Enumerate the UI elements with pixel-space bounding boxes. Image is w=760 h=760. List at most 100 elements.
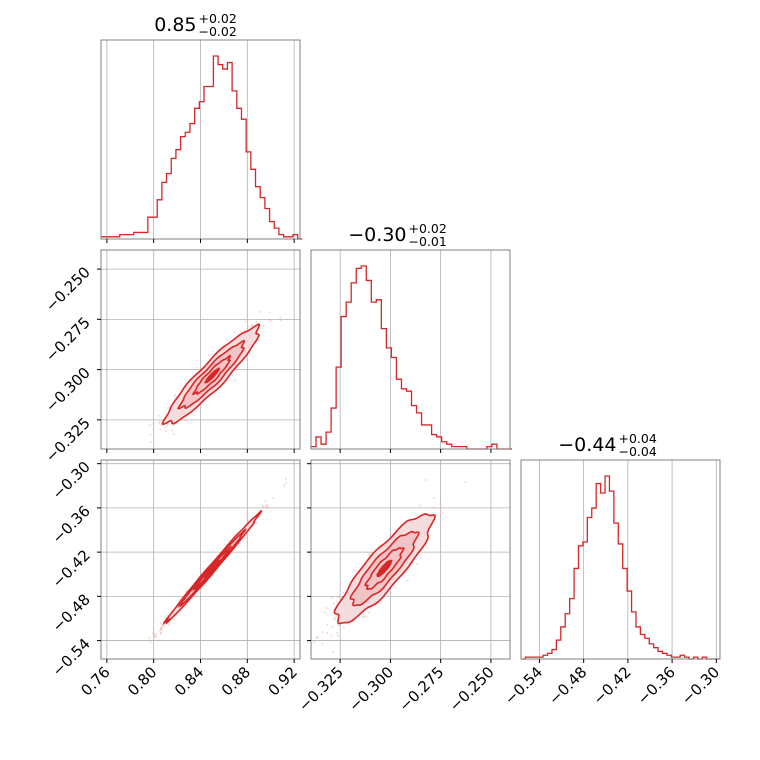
sample-point xyxy=(331,625,334,628)
sample-point xyxy=(335,631,338,635)
y-tick-label: −0.42 xyxy=(49,546,94,591)
sample-point xyxy=(279,319,282,322)
sample-point xyxy=(406,579,409,582)
sample-point xyxy=(265,504,268,507)
sample-point xyxy=(325,606,328,610)
sample-point xyxy=(279,316,282,319)
scatter-content xyxy=(313,478,467,654)
contour-core xyxy=(376,559,393,578)
sample-point xyxy=(157,414,160,417)
histogram-panel-2: −0.44 +0.04−0.04 xyxy=(520,431,721,660)
sample-point xyxy=(332,617,335,620)
sample-point xyxy=(251,324,254,327)
sample-point xyxy=(284,482,287,485)
sample-point xyxy=(244,320,247,323)
sample-point xyxy=(262,506,265,509)
scatter-content xyxy=(148,477,288,644)
y-tick-label: −0.325 xyxy=(42,414,94,466)
x-tick-label: −0.325 xyxy=(295,663,347,715)
sample-point xyxy=(439,507,442,510)
panel-frame xyxy=(310,249,511,450)
sample-point xyxy=(150,440,153,443)
panel-background xyxy=(311,250,510,449)
sample-point xyxy=(362,615,365,618)
sample-point xyxy=(158,629,161,632)
sample-point xyxy=(265,506,268,509)
histogram-title-plus: +0.04 xyxy=(619,431,657,446)
sample-point xyxy=(261,504,264,507)
x-tick-label: 0.84 xyxy=(171,663,207,699)
sample-point xyxy=(262,325,265,328)
sample-point xyxy=(326,623,329,626)
sample-point xyxy=(337,596,340,599)
sample-point xyxy=(159,632,162,635)
sample-point xyxy=(336,600,339,603)
sample-point xyxy=(285,477,288,480)
sample-point xyxy=(208,353,211,356)
sample-point xyxy=(268,318,271,321)
sample-point xyxy=(153,635,156,639)
x-tick-label: −0.48 xyxy=(545,663,590,708)
sample-point xyxy=(153,634,157,638)
sample-point xyxy=(248,325,251,328)
sample-point xyxy=(464,480,467,483)
sample-point xyxy=(251,324,254,327)
sample-point xyxy=(239,330,242,333)
x-tick-label: −0.42 xyxy=(589,663,634,708)
sample-point xyxy=(149,433,152,436)
sample-point xyxy=(172,433,175,436)
sample-point xyxy=(167,623,170,626)
histogram-title-value: 0.85 xyxy=(154,14,196,36)
sample-point xyxy=(419,504,422,507)
sample-point xyxy=(425,478,428,482)
sample-point xyxy=(165,429,168,432)
sample-point xyxy=(266,505,269,508)
sample-point xyxy=(258,310,261,313)
panel-frame xyxy=(310,459,511,660)
sample-point xyxy=(367,554,370,557)
sample-point xyxy=(321,642,324,645)
sample-point xyxy=(233,379,236,382)
sample-point xyxy=(419,556,422,559)
sample-point xyxy=(172,618,175,621)
contour-inner xyxy=(192,545,232,592)
x-tick-label: −0.54 xyxy=(501,663,546,708)
contour-inner xyxy=(191,354,232,396)
sample-point xyxy=(339,624,342,627)
sample-point xyxy=(313,640,316,644)
x-tick-label: −0.30 xyxy=(678,663,723,708)
panel-frame xyxy=(520,459,721,660)
sample-point xyxy=(334,618,337,621)
sample-point xyxy=(334,615,338,619)
sample-point xyxy=(171,429,174,432)
sample-point xyxy=(233,331,236,334)
sample-point xyxy=(264,500,267,503)
sample-point xyxy=(149,641,152,644)
sample-point xyxy=(361,615,364,618)
sample-point xyxy=(282,484,285,487)
sample-point xyxy=(173,450,175,452)
sample-point xyxy=(152,632,156,636)
scatter-panel-0-2 xyxy=(100,459,301,660)
sample-point xyxy=(369,607,372,610)
sample-point xyxy=(159,428,162,431)
sample-point xyxy=(160,629,163,632)
panel-background xyxy=(521,460,720,659)
sample-point xyxy=(321,631,324,634)
scatter-content xyxy=(147,310,282,452)
sample-point xyxy=(393,586,396,589)
sample-point xyxy=(152,632,155,635)
histogram-step-line xyxy=(101,55,303,240)
sample-point xyxy=(159,628,162,631)
sample-point xyxy=(147,424,151,427)
x-tick-label: 0.80 xyxy=(124,663,160,699)
histogram-title-plus: +0.02 xyxy=(199,11,237,26)
sample-point xyxy=(165,423,169,426)
sample-point xyxy=(234,368,238,372)
sample-point xyxy=(353,568,356,572)
scatter-panel-0-1 xyxy=(100,249,301,452)
sample-point xyxy=(415,562,418,565)
sample-point xyxy=(269,320,272,323)
sample-point xyxy=(188,601,191,604)
